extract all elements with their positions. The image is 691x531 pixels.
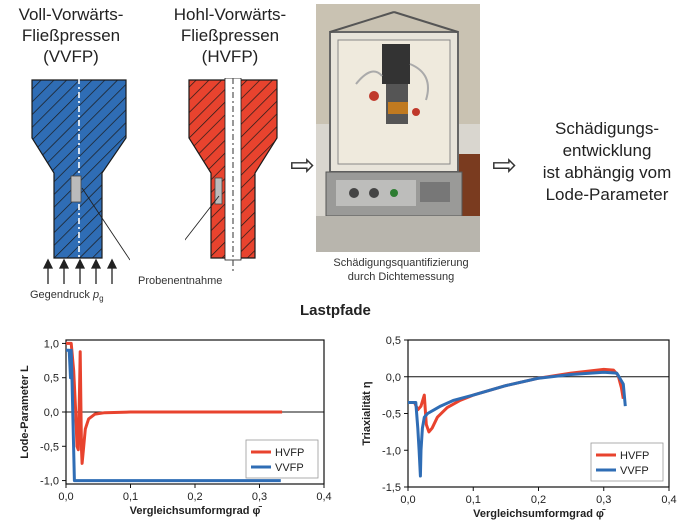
apparatus-photo <box>316 4 480 252</box>
process-arrow-2-icon: ⇨ <box>492 148 518 183</box>
triax-series-line-hvfp <box>408 367 625 434</box>
lode-y-tick-label: 0,5 <box>44 373 59 385</box>
probenentnahme-label: Probenentnahme <box>138 275 223 287</box>
triax-y-tick-label: -0,5 <box>382 409 401 421</box>
vvfp-title-line2: Fließpressen <box>21 26 121 45</box>
gegendruck-label: Gegendruck pg <box>30 288 104 306</box>
lode-legend-label-hvfp: HVFP <box>275 447 304 459</box>
lode-x-tick-label: 0,1 <box>123 491 138 503</box>
lode-x-axis-label: Vergleichsumformgrad φ̄ <box>130 505 263 517</box>
triax-series-line-vvfp <box>408 370 627 478</box>
triax-legend-label-vvfp: VVFP <box>620 465 649 477</box>
lode-series-line-vvfp <box>66 348 281 483</box>
lode-x-tick-label: 0,3 <box>252 491 267 503</box>
triax-x-tick-label: 0,0 <box>400 494 415 506</box>
hvfp-sample-region <box>214 177 223 205</box>
lode-x-tick-label: 0,0 <box>58 491 73 503</box>
hvfp-title: Hohl-Vorwärts- Fließpressen (HVFP) <box>160 4 300 67</box>
hvfp-title-line1: Hohl-Vorwärts- <box>173 5 287 24</box>
conclusion-line1: Schädigungs- <box>555 119 659 138</box>
hvfp-schematic <box>185 78 278 273</box>
gegendruck-text: Gegendruck <box>30 289 90 301</box>
triax-y-tick-label: 0,0 <box>386 372 401 384</box>
conclusion-line2: entwicklung <box>562 141 652 160</box>
chart-triaxiality: 0,0 0,1 0,2 0,3 0,4 0,5 0,0 -0,5 -1,0 -1,5 Verglei… <box>361 335 677 520</box>
triax-y-tick-label: -1,0 <box>382 445 401 457</box>
hvfp-title-line3: (HVFP) <box>201 47 259 66</box>
triax-y-axis-label: Triaxialität η <box>361 381 373 445</box>
triax-x-tick-label: 0,1 <box>466 494 481 506</box>
triax-y-tick-label: 0,5 <box>386 335 401 347</box>
triax-x-tick-label: 0,3 <box>596 494 611 506</box>
lode-legend <box>245 439 319 479</box>
photo-caption-line2: durch Dichtemessung <box>347 271 455 283</box>
photo-caption: Schädigungsquantifizierung durch Dichtem… <box>306 256 496 284</box>
section-title: Lastpfade <box>300 302 371 319</box>
vvfp-billet-shape <box>31 79 127 259</box>
lode-y-tick-label: -1,0 <box>40 476 59 488</box>
lode-legend-label-vvfp: VVFP <box>275 462 304 474</box>
gegendruck-subscript: g <box>99 294 104 304</box>
triax-legend <box>590 442 664 482</box>
photo-caption-line1: Schädigungsquantifizierung <box>333 257 469 269</box>
hvfp-title-line2: Fließpressen <box>180 26 280 45</box>
vvfp-title-line1: Voll-Vorwärts- <box>18 5 124 24</box>
vvfp-sample-region <box>70 175 82 203</box>
lode-x-tick-label: 0,4 <box>316 491 331 503</box>
lode-x-tick-label: 0,2 <box>187 491 202 503</box>
lode-y-tick-label: 0,0 <box>44 407 59 419</box>
triax-x-tick-label: 0,4 <box>661 494 676 506</box>
lode-y-tick-label: -0,5 <box>40 441 59 453</box>
conclusion-line4: Lode-Parameter <box>545 185 669 204</box>
vvfp-schematic <box>31 78 130 273</box>
vvfp-title-line3: (VVFP) <box>43 47 99 66</box>
triax-y-tick-label: -1,5 <box>382 482 401 494</box>
lode-y-axis-label: Lode-Parameter L <box>19 365 31 459</box>
triax-legend-label-hvfp: HVFP <box>620 450 649 462</box>
vvfp-title: Voll-Vorwärts- Fließpressen (VVFP) <box>6 4 136 67</box>
gegendruck-symbol: p <box>93 289 100 301</box>
conclusion-text: Schädigungs- entwicklung ist abhängig vo… <box>526 118 688 206</box>
gegendruck-arrows <box>42 258 118 284</box>
lode-series-line-hvfp <box>66 341 283 465</box>
conclusion-line3: ist abhängig vom <box>542 163 672 182</box>
lode-y-tick-label: 1,0 <box>44 338 59 350</box>
process-arrow-1-icon: ⇨ <box>290 148 316 183</box>
triax-x-axis-label: Vergleichsumformgrad φ̄ <box>473 508 606 520</box>
triax-x-tick-label: 0,2 <box>531 494 546 506</box>
chart-lode-parameter: 0,0 0,1 0,2 0,3 0,4 1,0 0,5 0,0 -0,5 -1,0 Vergleic… <box>19 338 332 517</box>
